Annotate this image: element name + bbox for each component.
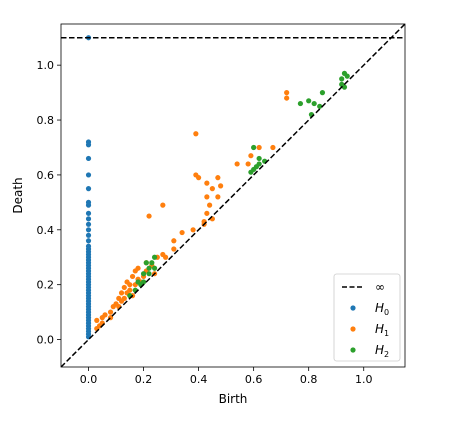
data-point-h2 <box>146 271 152 277</box>
data-point-h2 <box>341 84 348 90</box>
legend-h2-marker <box>350 347 356 353</box>
data-point-h1 <box>127 282 133 288</box>
data-point-h2 <box>151 265 158 271</box>
data-point-h2 <box>306 98 312 104</box>
data-point-h1 <box>248 153 254 159</box>
x-tick-label: 0.0 <box>80 373 98 386</box>
data-point-h2 <box>146 265 152 271</box>
data-point-h2 <box>248 169 254 175</box>
x-tick-label: 0.8 <box>300 373 318 386</box>
data-point-h1 <box>215 194 221 200</box>
legend-entry-label: ∞ <box>375 280 385 294</box>
y-tick-label: 1.0 <box>37 59 55 72</box>
data-point-h1 <box>270 144 276 151</box>
data-point-h1 <box>204 180 210 186</box>
data-point-h0 <box>85 221 92 227</box>
data-point-h1 <box>196 175 202 181</box>
data-point-h1 <box>218 183 224 189</box>
data-point-h1 <box>193 131 199 137</box>
x-tick-label: 0.2 <box>135 373 153 386</box>
data-point-h1 <box>118 290 125 296</box>
data-point-h0 <box>85 232 92 238</box>
data-point-h2 <box>149 260 155 266</box>
data-point-h2 <box>311 100 317 107</box>
data-point-h0 <box>85 155 92 162</box>
x-tick-label: 0.6 <box>245 373 263 386</box>
data-point-h1 <box>110 304 116 310</box>
data-point-h1 <box>171 246 177 252</box>
data-point-h1 <box>171 238 177 244</box>
data-point-h0 <box>85 172 92 178</box>
data-point-h1 <box>146 213 152 219</box>
legend-entry-subscript: 0 <box>384 308 389 317</box>
x-axis-label: Birth <box>219 392 248 406</box>
data-point-h1 <box>234 161 240 167</box>
plot-area: 0.0 0.2 0.4 0.6 0.8 1.0 0.0 0.2 0.4 0.6 0.8 1.0 <box>37 23 406 386</box>
data-point-h0 <box>85 210 92 216</box>
legend-h1-marker <box>350 326 356 332</box>
data-point-h1 <box>179 229 185 236</box>
data-point-h1 <box>129 273 136 280</box>
data-point-h0 <box>85 238 92 244</box>
data-point-h2 <box>319 90 326 96</box>
data-point-h1 <box>209 186 215 192</box>
y-tick-label: 0.4 <box>37 224 55 237</box>
data-point-h1 <box>204 194 210 200</box>
data-point-h1 <box>215 175 221 181</box>
y-tick-label: 0.6 <box>37 169 55 182</box>
axes-frame <box>60 23 406 368</box>
diagonal-line <box>61 24 405 367</box>
data-point-h1 <box>207 202 213 208</box>
data-point-h1 <box>162 254 169 260</box>
legend-entry-subscript: 2 <box>384 350 389 359</box>
data-point-h2 <box>143 260 149 266</box>
data-point-h2 <box>140 271 147 277</box>
data-point-h1 <box>94 317 100 323</box>
data-point-h1 <box>118 298 125 304</box>
data-point-h1 <box>99 315 105 321</box>
data-point-h2 <box>251 144 257 151</box>
data-point-h1 <box>160 202 166 208</box>
data-point-h0 <box>85 186 92 192</box>
data-point-h2 <box>339 76 345 82</box>
data-point-h2 <box>151 254 158 260</box>
data-point-h2 <box>344 73 350 79</box>
data-point-h1 <box>284 90 290 96</box>
data-point-h0 <box>85 227 92 233</box>
data-point-h1 <box>121 284 127 291</box>
y-tick-label: 0.8 <box>37 114 55 127</box>
y-tick-label: 0.2 <box>37 279 55 292</box>
data-point-h1 <box>132 268 138 274</box>
data-point-h1 <box>107 309 114 315</box>
data-point-h0 <box>85 216 92 222</box>
data-point-h0 <box>85 142 92 148</box>
data-point-h1 <box>190 227 196 233</box>
data-point-h1 <box>204 210 210 216</box>
plot-content <box>61 24 405 367</box>
y-tick-label: 0.0 <box>37 334 55 347</box>
x-tick-label: 1.0 <box>355 373 373 386</box>
data-point-h1 <box>245 161 251 167</box>
y-axis-label: Death <box>11 177 25 213</box>
data-point-h2 <box>256 155 262 162</box>
data-point-h2 <box>297 100 304 107</box>
legend-box <box>333 273 401 362</box>
x-tick-label: 0.4 <box>190 373 208 386</box>
data-point-h1 <box>256 144 262 151</box>
data-point-h0 <box>85 202 92 208</box>
data-point-h1 <box>284 95 290 101</box>
data-point-h2 <box>317 103 323 109</box>
legend-h0-marker <box>350 305 356 311</box>
legend-entry-subscript: 1 <box>384 329 389 338</box>
